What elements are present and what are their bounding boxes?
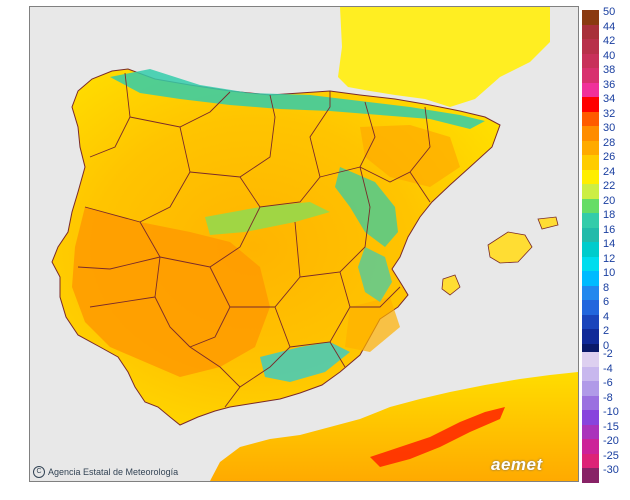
legend-swatch	[582, 82, 599, 97]
temperature-legend: 50 44 42 40 38 36 34 32 30 28 26 24 22 20 18 16 14 12 10 8 6…	[582, 6, 630, 490]
cool-central	[205, 202, 330, 235]
legend-swatch	[582, 271, 599, 286]
legend-label: 34	[603, 93, 616, 105]
legend-swatch	[582, 126, 599, 141]
legend-label: -10	[603, 406, 619, 418]
cool-iberian	[335, 167, 398, 247]
legend-swatch	[582, 68, 599, 83]
legend-label: 8	[603, 281, 610, 294]
legend-swatch	[582, 395, 599, 410]
legend-swatch	[582, 453, 599, 468]
temperature-map	[29, 6, 579, 482]
legend-swatch	[582, 256, 599, 271]
menorca	[537, 216, 559, 230]
legend-swatch	[582, 155, 599, 170]
legend-label: 12	[603, 252, 616, 265]
legend-swatch	[582, 410, 599, 425]
legend-label: 32	[603, 107, 616, 120]
legend-swatch	[582, 10, 599, 25]
atlas-hot	[370, 407, 505, 467]
cool-baetic	[260, 342, 350, 382]
legend-label: 26	[603, 151, 616, 163]
legend-label: 42	[603, 35, 616, 47]
legend-label: 30	[603, 122, 616, 134]
legend-swatch	[582, 97, 599, 112]
legend-swatch	[582, 366, 599, 381]
copyright-icon: C	[33, 466, 45, 478]
legend-label: -8	[603, 391, 613, 404]
legend-label: 0	[603, 339, 610, 352]
legend-label: -15	[603, 420, 619, 433]
legend-swatch	[582, 424, 599, 439]
warm-ebro	[360, 125, 460, 187]
legend-label: -30	[603, 464, 619, 476]
legend-label: 22	[603, 180, 616, 192]
legend-label: 14	[603, 238, 616, 250]
legend-label: 38	[603, 64, 616, 76]
legend-swatch	[582, 352, 599, 367]
cool-east	[358, 247, 392, 302]
legend-label: 28	[603, 136, 616, 149]
aemet-logo: aemet	[491, 455, 543, 474]
legend-swatch	[582, 39, 599, 54]
legend-swatch	[582, 381, 599, 396]
legend-swatch	[582, 227, 599, 242]
legend-swatch	[582, 285, 599, 300]
legend-swatch	[582, 169, 599, 184]
legend-label: 36	[603, 78, 616, 91]
legend-swatch	[582, 300, 599, 315]
legend-label: 2	[603, 325, 610, 337]
africa-land	[210, 372, 578, 481]
legend-label: 24	[603, 165, 616, 178]
legend-label: -4	[603, 362, 613, 375]
legend-swatch	[582, 242, 599, 257]
cool-cantabrian	[110, 69, 485, 129]
legend-swatch	[582, 314, 599, 329]
ibiza	[441, 274, 461, 296]
legend-label: 40	[603, 49, 616, 62]
credit-line: C Agencia Estatal de Meteorología	[33, 466, 178, 478]
map-canvas	[30, 7, 578, 481]
legend-swatch	[582, 111, 599, 126]
legend-swatch	[582, 140, 599, 155]
legend-label: 10	[603, 267, 616, 279]
legend-swatch	[582, 53, 599, 68]
legend-label: 6	[603, 296, 610, 308]
province-borders	[77, 72, 431, 408]
legend-label: 16	[603, 223, 616, 236]
legend-label: 18	[603, 209, 616, 221]
legend-label: 4	[603, 310, 610, 323]
credit-text: Agencia Estatal de Meteorología	[48, 467, 179, 477]
legend-label: 20	[603, 194, 616, 207]
legend-swatch	[582, 439, 599, 454]
legend-swatch	[582, 468, 599, 483]
legend-swatch	[582, 329, 599, 344]
france-land	[338, 7, 550, 107]
legend-swatch	[582, 24, 599, 39]
legend-swatch	[582, 184, 599, 199]
legend-label: -6	[603, 377, 613, 389]
legend-swatch	[582, 213, 599, 228]
legend-label: -20	[603, 435, 619, 447]
legend-label: -25	[603, 449, 619, 462]
warm-southeast	[345, 297, 400, 352]
legend-swatch	[582, 198, 599, 213]
warm-southwest	[72, 207, 270, 377]
legend-label: 50	[603, 6, 616, 18]
legend-label: -2	[603, 348, 613, 360]
legend-label: 44	[603, 20, 616, 33]
mallorca	[487, 231, 533, 264]
